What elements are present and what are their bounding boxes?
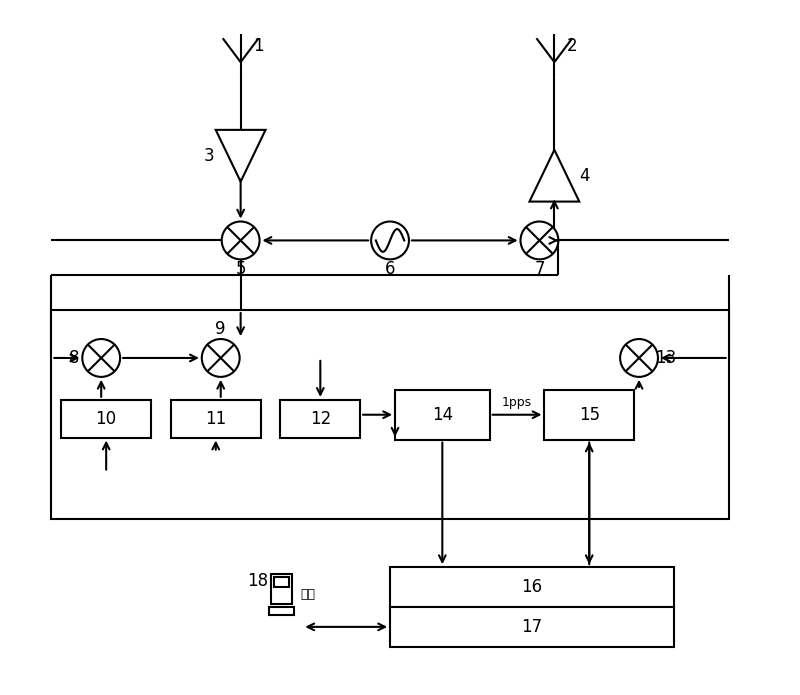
Text: 10: 10 (96, 410, 117, 427)
Circle shape (222, 222, 259, 259)
Text: 18: 18 (247, 572, 268, 590)
Bar (269, 607, 294, 615)
Text: 1: 1 (254, 38, 264, 55)
Bar (281, 400, 360, 438)
Circle shape (202, 339, 240, 377)
Text: 2: 2 (567, 38, 578, 55)
Text: 13: 13 (655, 349, 677, 367)
Bar (395, 390, 490, 440)
Polygon shape (530, 150, 579, 202)
Bar (270, 574, 293, 604)
Text: 8: 8 (69, 349, 79, 367)
Text: 11: 11 (205, 410, 226, 427)
Bar (62, 400, 151, 438)
Text: 15: 15 (578, 406, 600, 424)
Bar (545, 390, 634, 440)
Text: 通信: 通信 (301, 587, 316, 600)
Circle shape (521, 222, 558, 259)
Text: 9: 9 (215, 320, 226, 338)
Text: 4: 4 (579, 167, 590, 185)
Bar (274, 577, 290, 587)
Polygon shape (216, 130, 266, 181)
Text: 17: 17 (522, 618, 542, 636)
Text: 12: 12 (310, 410, 331, 427)
Text: 5: 5 (235, 261, 246, 278)
Bar (51, 310, 729, 519)
Circle shape (82, 339, 120, 377)
Circle shape (371, 222, 409, 259)
Bar (390, 607, 674, 647)
Text: 7: 7 (534, 261, 545, 278)
Bar (390, 567, 674, 607)
Bar (171, 400, 261, 438)
Text: 6: 6 (385, 261, 395, 278)
Text: 3: 3 (203, 147, 214, 165)
Circle shape (620, 339, 658, 377)
Text: 14: 14 (432, 406, 453, 424)
Text: 16: 16 (522, 578, 542, 596)
Text: 1pps: 1pps (502, 396, 532, 409)
